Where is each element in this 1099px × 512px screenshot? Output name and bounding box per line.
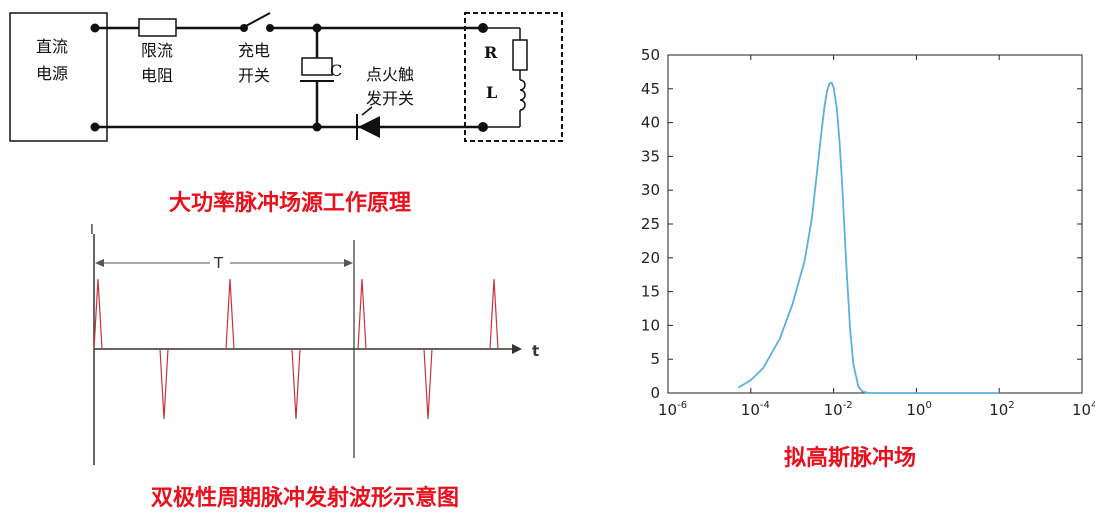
dc-source-label-1: 直流 — [36, 37, 68, 56]
x-axis-ticks: 10-6 10-4 10-2 100 102 104 — [658, 55, 1097, 419]
positive-pulse — [225, 278, 235, 350]
load-resistor-label: R — [484, 43, 498, 62]
trigger-label-2: 发开关 — [366, 89, 414, 108]
y-tick-label: 0 — [650, 384, 660, 402]
current-limiting-resistor — [138, 18, 177, 37]
y-tick-label: 5 — [650, 350, 660, 368]
y-tick-label: 20 — [641, 249, 660, 267]
y-tick-label: 35 — [641, 147, 660, 165]
junction-dot — [266, 24, 274, 32]
y-tick-label: 30 — [641, 181, 660, 199]
switch-label-1: 充电 — [238, 41, 270, 60]
x-tick-label: 100 — [906, 400, 931, 419]
y-tick-label: 25 — [641, 215, 660, 233]
gauss-curve — [737, 81, 1000, 394]
period-label: T — [213, 254, 224, 272]
x-tick-label: 10-2 — [824, 400, 853, 419]
waveform-caption: 双极性周期脉冲发射波形示意图 — [150, 486, 459, 511]
y-tick-label: 10 — [641, 316, 660, 334]
trigger-label-1: 点火触 — [366, 65, 414, 84]
load-resistor — [512, 39, 528, 71]
pulse-group — [93, 278, 499, 420]
dc-source-label-2: 电源 — [36, 64, 68, 83]
x-tick-label: 10-6 — [658, 400, 687, 419]
inductor-label: L — [486, 83, 497, 102]
x-axis-label: t — [532, 342, 539, 360]
plot-frame — [667, 54, 1083, 394]
charging-switch — [243, 12, 271, 28]
gauss-caption: 拟高斯脉冲场 — [783, 446, 916, 471]
circuit-panel: 直流 电源 限流 电阻 充电 开关 C 点火触 发开关 — [0, 0, 580, 170]
load-inductor — [519, 79, 526, 111]
y-tick-label: 45 — [641, 80, 660, 98]
load-box — [464, 12, 563, 142]
dc-source-box — [9, 12, 108, 142]
period-arrow-right — [344, 259, 353, 267]
negative-pulse — [423, 348, 433, 420]
resistor-label-1: 限流 — [141, 41, 173, 60]
y-axis-label: I — [90, 223, 94, 238]
period-label-bg — [210, 254, 230, 272]
y-axis-ticks: 0 5 10 15 20 25 30 35 40 45 50 — [641, 46, 1082, 402]
positive-pulse — [489, 278, 499, 350]
y-tick-label: 50 — [641, 46, 660, 64]
capacitor — [301, 57, 333, 76]
junction-dot — [90, 122, 100, 132]
negative-pulse — [159, 348, 169, 420]
junction-dot — [240, 24, 248, 32]
ignition-trigger-switch — [358, 116, 380, 138]
circuit-caption: 大功率脉冲场源工作原理 — [168, 191, 411, 216]
x-tick-label: 102 — [989, 400, 1014, 419]
positive-pulse — [357, 278, 367, 350]
y-tick-label: 40 — [641, 114, 660, 132]
resistor-label-2: 电阻 — [141, 66, 173, 85]
circuit-diagram: 直流 电源 限流 电阻 充电 开关 C 点火触 发开关 — [9, 12, 563, 142]
positive-pulse — [93, 278, 103, 350]
waveform-panel: I t T — [80, 220, 560, 470]
bipolar-waveform: I t T — [90, 223, 539, 465]
x-tick-label: 104 — [1072, 400, 1095, 419]
x-tick-label: 10-4 — [741, 400, 770, 419]
negative-pulse — [291, 348, 301, 420]
period-arrow-left — [95, 259, 104, 267]
x-axis-arrow — [512, 344, 522, 354]
gauss-chart-panel: 0 5 10 15 20 25 30 35 40 45 50 10-6 10-4 10-2 100 102 1… — [620, 30, 1098, 420]
capacitor-label: C — [330, 61, 342, 80]
switch-label-2: 开关 — [238, 66, 270, 85]
ignition-trigger-gate — [361, 106, 373, 116]
y-tick-label: 15 — [641, 283, 660, 301]
junction-dot — [90, 23, 100, 33]
